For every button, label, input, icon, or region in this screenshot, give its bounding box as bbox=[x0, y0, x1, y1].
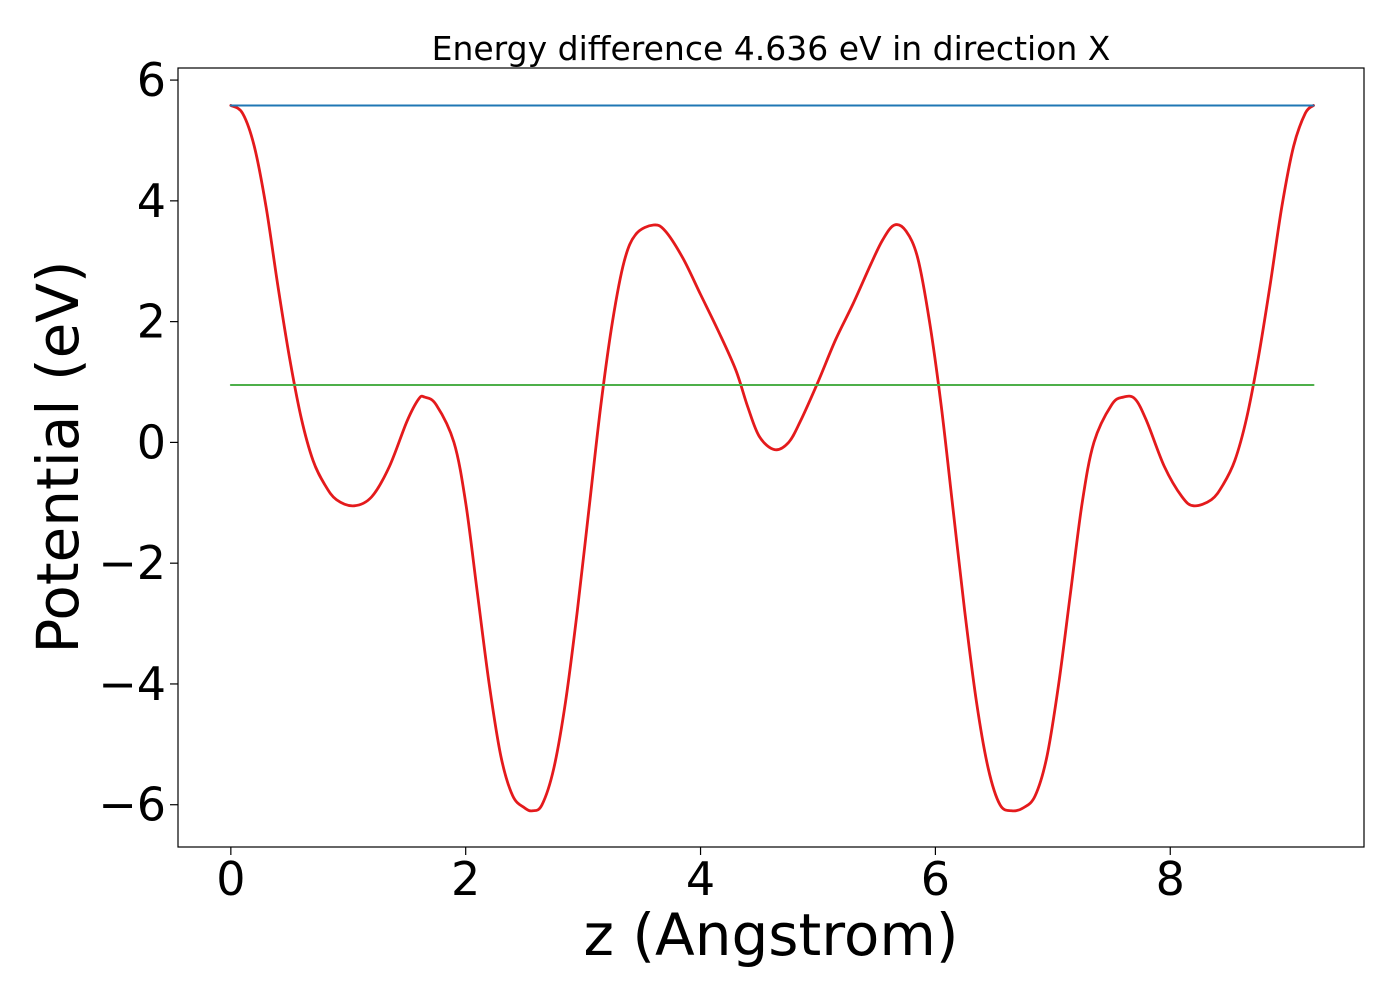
y-tick-label: 4 bbox=[137, 174, 166, 228]
potential-curve bbox=[229, 104, 1315, 813]
x-tick-label: 2 bbox=[451, 852, 480, 906]
x-tick-label: 8 bbox=[1156, 852, 1185, 906]
y-tick-label: 2 bbox=[137, 295, 166, 349]
x-axis: 0 2 4 6 8 bbox=[216, 847, 1185, 906]
x-tick-label: 0 bbox=[216, 852, 245, 906]
series-layer bbox=[229, 104, 1315, 813]
x-axis-label: z (Angstrom) bbox=[584, 901, 959, 969]
y-tick-label: 0 bbox=[137, 415, 166, 469]
y-tick-label: 6 bbox=[137, 53, 166, 107]
y-axis-label: Potential (eV) bbox=[24, 260, 92, 653]
x-tick-label: 4 bbox=[686, 852, 715, 906]
y-tick-label: −6 bbox=[98, 778, 166, 832]
x-tick-label: 6 bbox=[921, 852, 950, 906]
plot-frame bbox=[177, 67, 1365, 848]
y-axis: −6 −4 −2 0 2 4 6 bbox=[98, 53, 178, 832]
y-tick-label: −2 bbox=[98, 536, 166, 590]
chart-title: Energy difference 4.636 eV in direction … bbox=[432, 29, 1111, 68]
y-tick-label: −4 bbox=[98, 657, 166, 711]
